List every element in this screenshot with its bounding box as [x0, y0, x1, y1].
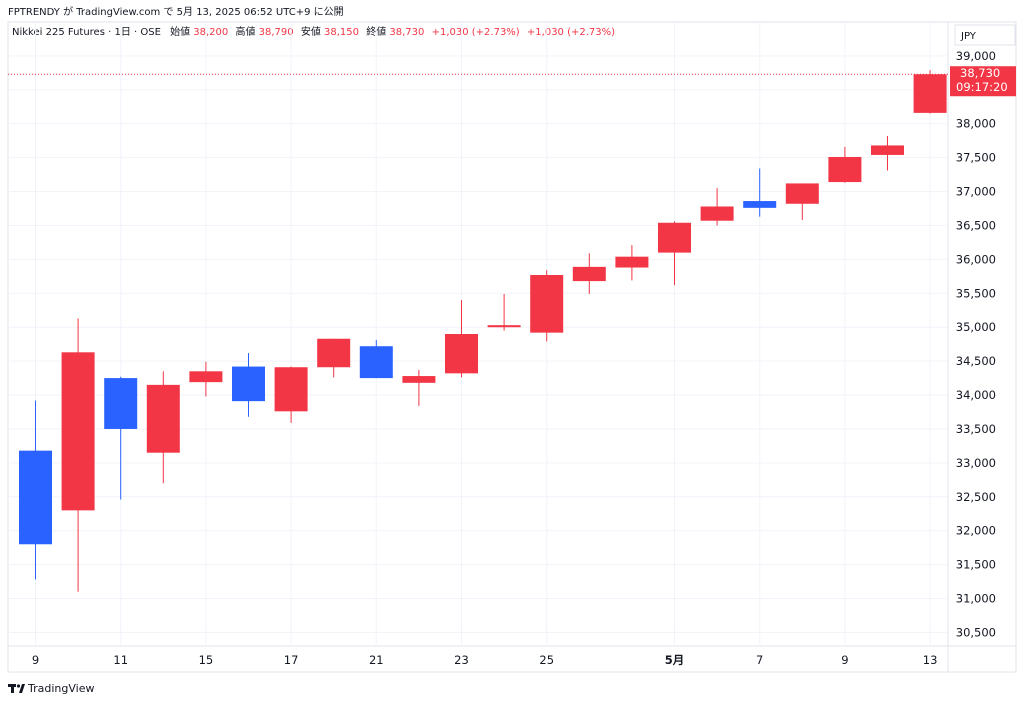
candle-body: [232, 366, 265, 402]
price-tag-value: 38,730: [960, 66, 1000, 80]
currency-button-frame[interactable]: [954, 24, 1016, 46]
candle-body: [19, 450, 52, 545]
x-tick-label: 11: [113, 653, 128, 667]
candle: [232, 352, 265, 417]
x-tick-label: 9: [32, 653, 39, 667]
y-tick-label: 38,000: [956, 117, 996, 131]
candle: [572, 253, 606, 294]
y-tick-label: 37,500: [956, 151, 996, 165]
change-value: +1,030 (+2.73%): [432, 27, 520, 38]
candle-body: [487, 325, 521, 328]
candle: [743, 168, 777, 217]
candle: [913, 70, 947, 114]
y-tick-label: 33,500: [956, 422, 996, 436]
candle: [274, 366, 308, 423]
time-axis[interactable]: 9 11 15 17 21 23 25 5月 7 9 13: [32, 653, 938, 667]
open-value: 38,200: [193, 27, 228, 38]
candle: [615, 245, 649, 281]
candle-body: [615, 256, 649, 268]
y-tick-label: 36,500: [956, 218, 996, 232]
currency-button[interactable]: JPY: [954, 24, 1016, 46]
candle: [317, 338, 351, 378]
ohlc-legend: Nikkei 225 Futures · 1日 · OSE 始値 38,200 …: [12, 25, 615, 38]
candle: [402, 369, 436, 406]
x-tick-label: 21: [369, 653, 384, 667]
x-tick-label: 7: [756, 653, 763, 667]
candle-body: [913, 74, 947, 113]
currency-label: JPY: [960, 31, 977, 42]
candle-body: [828, 156, 862, 183]
candle-body: [402, 376, 436, 383]
y-tick-label: 32,000: [956, 524, 996, 538]
y-tick-label: 39,000: [956, 49, 996, 63]
candle-body: [743, 201, 777, 208]
candle: [658, 221, 691, 286]
price-tag-countdown: 09:17:20: [956, 80, 1008, 94]
candle: [104, 376, 138, 500]
candle-body: [572, 266, 606, 282]
y-tick-label: 34,500: [956, 354, 996, 368]
candle: [359, 340, 393, 379]
publish-info: FPTRENDY が TradingView.com で 5月 13, 2025…: [8, 5, 344, 18]
price-tag-box: [950, 66, 1016, 97]
candle-body: [359, 346, 393, 379]
tradingview-logo-icon: [8, 684, 25, 693]
candle-body: [700, 206, 734, 221]
low-value: 38,150: [324, 27, 359, 38]
candle: [146, 371, 180, 484]
candle: [785, 183, 819, 221]
close-value: 38,730: [389, 27, 424, 38]
candle: [530, 270, 564, 342]
y-tick-label: 36,000: [956, 252, 996, 266]
high-value: 38,790: [259, 27, 294, 38]
candle-body: [274, 367, 308, 412]
high-label: 高値: [235, 25, 255, 38]
y-tick-label: 33,000: [956, 456, 996, 470]
y-tick-label: 31,000: [956, 592, 996, 606]
open-label: 始値: [170, 25, 190, 38]
candle: [828, 146, 862, 183]
change-value-2: +1,030 (+2.73%): [527, 27, 615, 38]
price-axis[interactable]: 30,500 31,000 31,500 32,000 32,500 33,000 33,5…: [956, 49, 996, 640]
x-tick-label: 25: [539, 653, 554, 667]
candle-body: [61, 352, 95, 511]
tradingview-logo[interactable]: TradingView: [8, 682, 94, 695]
y-tick-label: 32,500: [956, 490, 996, 504]
candle-body: [104, 378, 138, 429]
x-tick-label: 17: [284, 653, 299, 667]
candle: [445, 300, 478, 378]
y-tick-label: 35,500: [956, 286, 996, 300]
candle-body: [445, 334, 478, 374]
candle: [189, 361, 223, 397]
candle-body: [317, 338, 351, 368]
x-tick-label: 13: [923, 653, 938, 667]
candle: [19, 400, 52, 580]
x-tick-label: 5月: [665, 653, 685, 667]
candle-body: [189, 371, 223, 383]
x-tick-label: 15: [199, 653, 214, 667]
y-tick-label: 37,000: [956, 185, 996, 199]
x-tick-label: 9: [841, 653, 848, 667]
candle-body: [785, 183, 819, 204]
candle-body: [530, 274, 564, 333]
last-price-tag: 38,730 09:17:20: [950, 66, 1016, 97]
candle-body: [871, 145, 904, 155]
candle-series: [19, 70, 947, 592]
low-label: 安値: [301, 25, 321, 38]
candle-body: [658, 222, 691, 253]
candle: [871, 135, 904, 171]
x-tick-label: 23: [454, 653, 469, 667]
y-tick-label: 30,500: [956, 625, 996, 639]
tradingview-brand: TradingView: [27, 682, 94, 695]
y-tick-label: 31,500: [956, 558, 996, 572]
candle: [487, 293, 521, 331]
pane-frame: [7, 21, 1017, 673]
candle: [700, 188, 734, 226]
candle-body: [146, 384, 180, 453]
y-tick-label: 34,000: [956, 388, 996, 402]
candle: [61, 318, 95, 592]
y-tick-label: 35,000: [956, 320, 996, 334]
symbol-name: Nikkei 225 Futures · 1日 · OSE: [12, 27, 161, 38]
